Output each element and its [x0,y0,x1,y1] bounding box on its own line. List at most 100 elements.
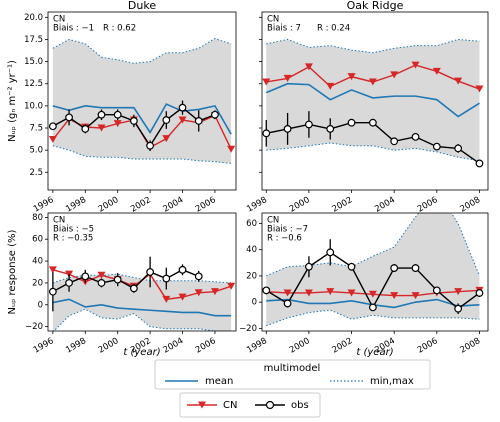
mean-line [52,103,232,135]
obs-marker [97,279,106,287]
obs-marker [146,141,155,150]
annotation: CN [53,15,65,25]
obs-marker [368,303,377,312]
x-tick-label: 1996 [32,195,56,214]
legend-box [154,359,431,390]
cn-marker [326,288,335,296]
panel-title: Oak Ridge [347,0,404,12]
obs-marker [194,272,203,281]
x-tick-label: 1998 [245,195,269,214]
cn-marker [432,67,441,75]
y-tick-label: 40 [246,245,257,255]
x-tick-label: 2006 [194,195,218,214]
annotation: R : −0.35 [53,234,93,244]
obs-marker [432,286,441,295]
mean-line [52,298,232,317]
x-tick-label: 2006 [416,336,440,355]
cn-marker [347,289,356,297]
cn-marker [347,73,356,81]
legend-box [179,392,321,418]
y-tick-label: 60 [32,235,43,245]
range-line [52,38,232,64]
legend-label: CN [223,400,237,411]
obs-marker [305,262,313,271]
x-tick-label: 1998 [64,336,88,355]
range-area [52,274,232,331]
x-tick-label: 2006 [194,336,218,355]
annotation: Biais : −1 [53,24,94,34]
obs-marker [347,262,356,271]
range-line [52,145,232,164]
cn-marker [194,289,203,297]
frame [261,212,489,332]
range-line [266,142,480,162]
cn-marker [113,120,122,128]
annotation: R : 0.62 [103,24,136,34]
cn-marker [475,85,484,93]
annotation: CN [267,216,279,226]
y-tick-label: −20 [239,324,257,334]
obs-marker [368,118,377,127]
obs-marker [129,284,138,293]
x-tick-label: 2000 [288,336,312,355]
annotation: R : 0.24 [317,24,350,34]
y-tick-label: 10.0 [24,101,43,111]
frame [47,212,237,332]
x-tick-label: 2002 [129,195,153,214]
y-tick-label: 17.5 [24,35,43,45]
obs-marker [81,272,90,281]
obs-marker [113,275,122,284]
x-tick-label: 2000 [97,336,121,355]
range-area [266,213,480,326]
obs-marker [146,268,155,276]
x-tick-label: 2000 [288,195,312,214]
obs-marker [347,118,356,127]
obs-marker [262,129,271,138]
obs-marker [178,265,187,274]
obs-marker [194,117,203,125]
cn-marker [454,77,463,85]
x-axis-label: t (year) [123,347,160,358]
range-area [52,38,232,164]
annotation: R : −0.6 [267,234,302,244]
cn-marker [178,293,187,301]
cn-marker [178,116,187,124]
panel-title: Duke [128,0,156,12]
obs-marker [326,248,335,257]
obs-marker [283,124,292,133]
obs-marker [390,264,399,272]
cn-marker [227,282,236,290]
obs-marker [113,110,122,119]
y-tick-label: 0 [38,300,43,310]
y-tick-label: 7.5 [29,124,43,134]
obs-marker [475,289,484,297]
x-tick-label: 2004 [162,195,186,214]
y-tick-label: 80 [32,213,43,223]
y-tick-label: 20.0 [24,13,43,23]
y-axis-label: Nᵤₚ (gₙ m⁻² yr⁻¹) [7,60,18,142]
plot-area [48,256,236,331]
cn-marker [48,136,57,144]
obs-marker [432,142,441,151]
cn-marker [97,271,106,279]
legend-label: mean [205,376,233,387]
annotation: Biais : 7 [267,24,301,34]
cn-marker [162,135,171,143]
y-tick-label: 5.0 [29,146,43,156]
cn-marker [304,289,313,297]
x-tick-label: 2008 [458,195,482,214]
obs-marker [475,159,484,168]
obs-marker [305,120,313,129]
cn-marker [162,295,171,303]
obs-marker [162,116,171,124]
y-tick-label: 20 [246,271,257,281]
plot-area [48,38,236,164]
obs-marker [48,122,57,131]
obs-marker [454,144,463,153]
legend-swatch [198,401,206,409]
x-tick-label: 2000 [97,195,121,214]
range-line [266,38,480,54]
obs-marker [178,103,187,112]
cn-marker [411,292,420,300]
